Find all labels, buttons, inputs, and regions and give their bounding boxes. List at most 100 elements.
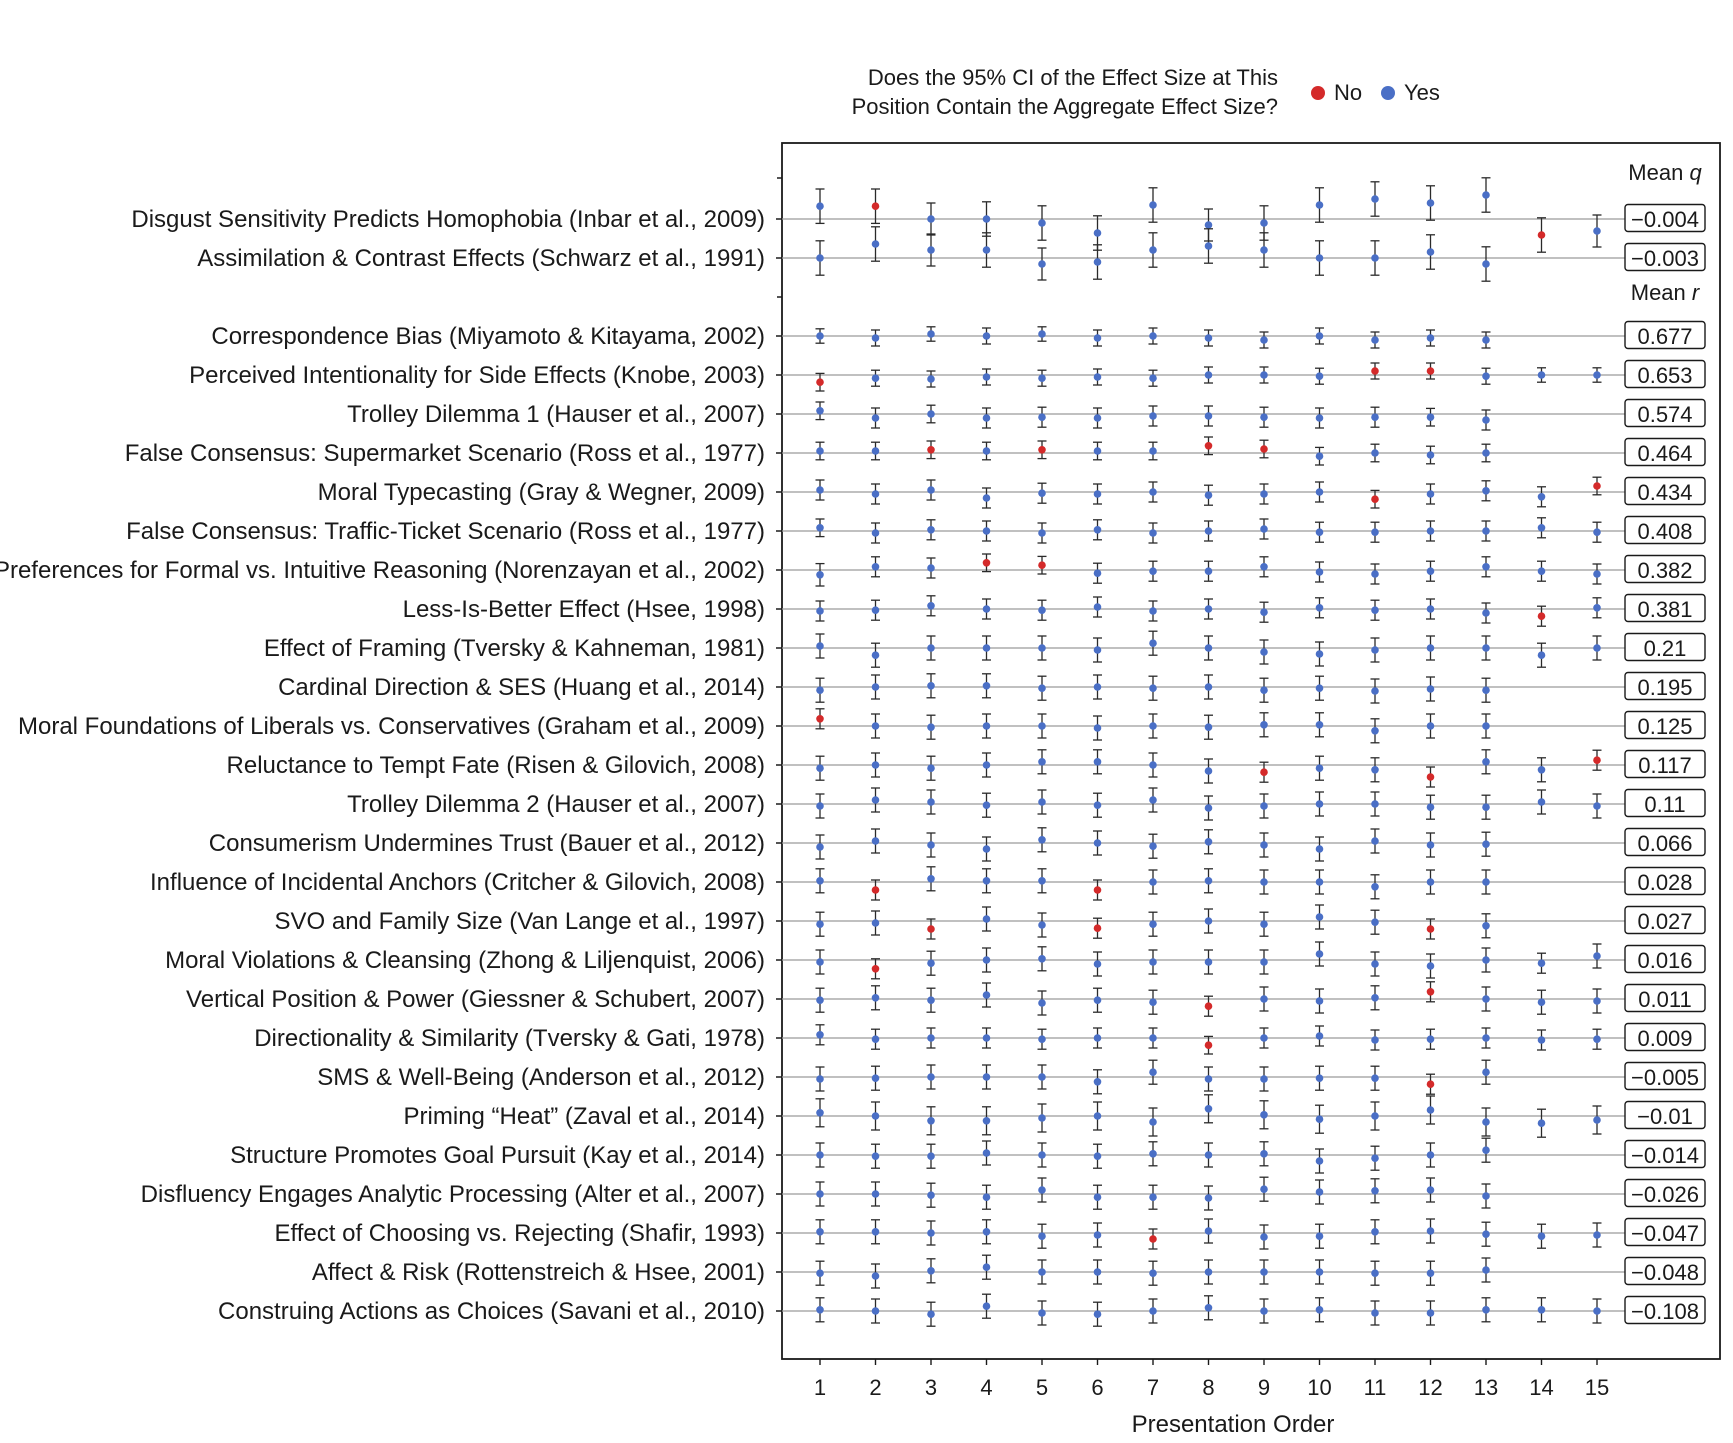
data-point <box>1482 563 1490 571</box>
data-point-group <box>1204 674 1213 700</box>
data-point-group <box>1537 1297 1546 1323</box>
data-point <box>1149 1235 1157 1243</box>
data-point-group <box>1259 406 1269 428</box>
data-point <box>1315 1032 1324 1040</box>
data-point <box>1260 608 1268 616</box>
data-point <box>1371 1228 1379 1236</box>
data-point <box>1315 845 1324 853</box>
data-point <box>816 843 824 851</box>
data-point <box>871 919 880 927</box>
data-point <box>927 446 935 454</box>
data-point-group <box>1204 908 1213 934</box>
data-point-group <box>1426 953 1435 979</box>
data-point-group <box>926 326 936 342</box>
data-point-group <box>871 329 880 347</box>
data-point-group <box>871 226 880 262</box>
data-point <box>927 925 935 933</box>
data-point-group <box>1259 793 1269 819</box>
data-point <box>1038 529 1046 537</box>
effect-row: Preferences for Formal vs. Intuitive Rea… <box>0 553 1706 587</box>
data-point <box>1093 526 1102 534</box>
data-point-group <box>1370 718 1380 744</box>
mean-value: 0.677 <box>1637 324 1692 349</box>
data-point-group <box>926 1182 936 1208</box>
data-point <box>1593 482 1601 490</box>
data-point <box>1038 374 1046 383</box>
data-point <box>1038 1114 1046 1122</box>
data-point <box>1093 1268 1102 1276</box>
data-point-group <box>1370 489 1380 509</box>
data-point-group <box>1315 712 1324 738</box>
data-point-group <box>926 789 936 815</box>
data-point-group <box>982 1293 991 1319</box>
data-point <box>816 407 824 415</box>
data-point-group <box>1370 828 1380 854</box>
data-point <box>1482 336 1490 344</box>
data-point-group <box>1093 519 1102 541</box>
mean-value: 0.011 <box>1638 987 1691 1012</box>
data-point <box>816 1190 824 1198</box>
data-point-group <box>1037 1028 1047 1050</box>
data-point-group <box>1370 1065 1380 1091</box>
data-point <box>816 715 824 723</box>
data-point <box>982 559 991 567</box>
data-point <box>927 486 935 494</box>
mean-value: 0.574 <box>1637 402 1692 427</box>
data-point-group <box>1426 676 1435 702</box>
data-point <box>1426 1080 1435 1088</box>
data-point-group <box>1592 1298 1602 1324</box>
mean-value-box <box>1624 1022 1706 1052</box>
data-point <box>1093 724 1102 732</box>
data-point <box>1315 372 1324 381</box>
mean-value-box <box>1624 554 1706 584</box>
data-point <box>816 1269 824 1277</box>
data-point-group <box>1370 1300 1380 1326</box>
data-point <box>1315 650 1324 658</box>
mean-value-box <box>1624 593 1706 623</box>
data-point-group <box>1037 635 1047 661</box>
data-point <box>1204 1002 1213 1010</box>
data-point <box>1038 999 1046 1007</box>
effect-row: Moral Foundations of Liberals vs. Conser… <box>18 708 1706 744</box>
mean-value-box <box>1624 359 1706 389</box>
data-point <box>1038 644 1046 652</box>
data-point <box>1371 570 1379 578</box>
data-point <box>1149 1118 1157 1126</box>
data-point-group <box>1259 518 1269 540</box>
mean-value: 0.066 <box>1637 831 1692 856</box>
data-point <box>871 761 880 769</box>
data-point <box>1537 798 1546 806</box>
data-point <box>871 1152 880 1160</box>
row-label: Affect & Risk (Rottenstreich & Hsee, 200… <box>312 1259 765 1286</box>
data-point-group <box>1259 1176 1269 1202</box>
data-point <box>1038 219 1046 227</box>
data-point-group <box>1370 443 1380 463</box>
data-point <box>982 1117 991 1125</box>
data-point <box>871 490 880 498</box>
data-point <box>816 686 824 694</box>
data-point <box>1482 956 1490 964</box>
row-label: Assimilation & Contrast Effects (Schwarz… <box>197 245 765 272</box>
data-point <box>816 1228 824 1236</box>
data-point <box>1537 998 1546 1006</box>
data-point <box>1093 1310 1102 1318</box>
mean-value-box <box>1624 788 1706 818</box>
mean-value: 0.117 <box>1638 753 1691 778</box>
data-point-group <box>815 1260 825 1286</box>
data-point <box>927 723 935 731</box>
data-point-group <box>1259 712 1269 738</box>
data-point-group <box>1204 598 1213 620</box>
data-point <box>1149 488 1157 496</box>
data-point-group <box>1093 1184 1102 1210</box>
data-point <box>1149 842 1157 850</box>
data-point <box>1371 1187 1379 1195</box>
data-point-group <box>1148 560 1158 582</box>
effect-row: Effect of Choosing vs. Rejecting (Shafir… <box>275 1217 1706 1250</box>
data-point <box>871 1228 880 1236</box>
data-point-group <box>1592 749 1602 771</box>
data-point-group <box>926 440 936 460</box>
data-point-group <box>982 327 991 345</box>
data-point-group <box>1481 749 1491 775</box>
data-point <box>816 254 824 262</box>
data-point <box>927 602 935 610</box>
